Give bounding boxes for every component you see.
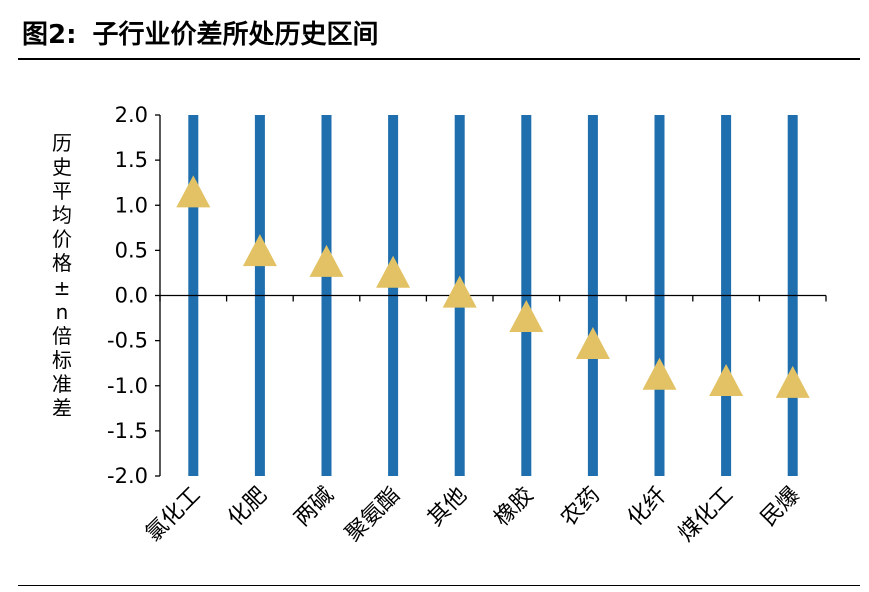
value-marker-1 [176,175,211,208]
top-rule [18,58,860,60]
y-axis-label-char: 史 [52,155,72,180]
y-tick-label: -2.0 [107,464,148,488]
y-axis-label-char: ± [53,275,71,300]
value-marker-2 [242,234,277,267]
y-tick-label: 2.0 [115,103,148,127]
value-marker-6 [509,299,544,332]
y-axis-label-char: n [55,299,69,324]
x-category-label: 两碱 [290,483,339,532]
x-category-label: 民爆 [756,483,805,532]
value-marker-10 [775,365,810,398]
y-tick-label: -0.5 [107,329,148,353]
x-category-label: 氯化工 [141,483,205,547]
x-category-label: 煤化工 [674,483,738,547]
bottom-rule [18,585,860,586]
y-axis-label-char: 标 [52,347,72,372]
figure-title: 图2: 子行业价差所处历史区间 [22,14,379,51]
y-tick-label: 0.5 [115,238,148,262]
y-tick-label: -1.0 [107,374,148,398]
x-category-label: 橡胶 [490,483,539,532]
value-marker-8 [642,357,677,390]
y-axis-label-char: 格 [52,251,72,276]
y-axis-label: 历史平均价格 ± n 倍标准差 [50,131,74,420]
y-axis-label-char: 均 [52,203,72,228]
figure-label: 图2: [22,20,77,50]
y-axis-label-char: 价 [52,227,72,252]
x-category-label: 其他 [423,483,472,532]
x-category-label: 化纤 [623,483,672,532]
y-axis-label-char: 倍 [52,323,72,348]
figure-title-text: 子行业价差所处历史区间 [92,20,379,50]
x-category-label: 农药 [556,483,605,532]
y-axis-label-char: 历 [52,131,72,155]
x-category-label: 化肥 [223,483,272,532]
value-marker-5 [442,275,477,308]
y-axis-label-char: 差 [52,396,72,421]
y-axis-label-char: 平 [52,179,72,204]
value-marker-3 [309,244,344,277]
y-tick-label: -1.5 [107,419,148,443]
x-category-label: 聚氨酯 [341,483,405,547]
value-marker-7 [575,327,610,360]
y-tick-label: 0.0 [115,284,148,308]
value-marker-9 [709,364,744,397]
y-tick-label: 1.5 [115,148,148,172]
y-axis-label-char: 准 [52,371,72,396]
y-tick-label: 1.0 [115,193,148,217]
value-marker-4 [376,255,411,288]
